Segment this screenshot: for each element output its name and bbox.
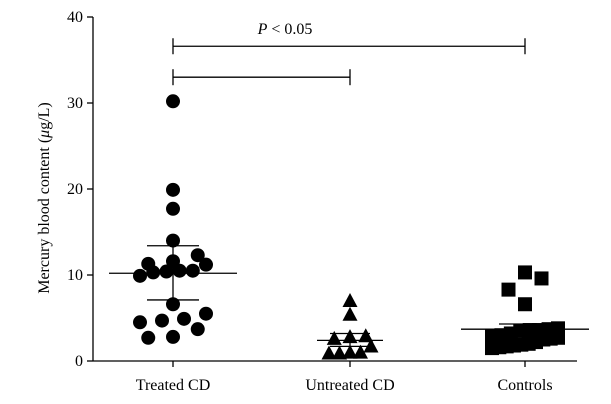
- data-point-square: [534, 271, 549, 286]
- data-point-triangle: [342, 306, 358, 321]
- data-point-circle: [155, 313, 169, 328]
- data-point-circle: [159, 264, 174, 279]
- data-point-circle: [172, 263, 187, 278]
- y-axis-title: Mercury blood content (μg/L): [36, 102, 53, 294]
- data-point-square: [518, 265, 532, 280]
- data-point-circle: [166, 329, 180, 344]
- p-value-label: P < 0.05: [257, 21, 313, 38]
- y-tick-label: 20: [67, 181, 83, 198]
- y-axis: 0 10 20 30 40: [67, 9, 94, 370]
- data-point-square: [501, 282, 516, 297]
- data-point-circle: [166, 297, 180, 312]
- x-tick-label: Treated CD: [136, 377, 211, 394]
- data-point-circle: [133, 268, 147, 283]
- y-tick-label: 10: [67, 267, 83, 284]
- data-point-triangle: [358, 328, 374, 343]
- y-tick-label: 0: [75, 353, 83, 370]
- data-point-circle: [166, 201, 180, 216]
- x-tick-label: Controls: [497, 377, 552, 394]
- x-axis: Treated CD Untreated CD Controls: [93, 360, 577, 394]
- data-point-triangle: [321, 345, 337, 360]
- data-point-triangle: [332, 345, 347, 360]
- data-point-square: [485, 341, 499, 356]
- data-point-square: [518, 297, 532, 312]
- data-point-triangle: [326, 330, 342, 345]
- data-point-circle: [199, 257, 213, 272]
- data-point-circle: [166, 94, 180, 109]
- data-point-circle: [190, 322, 205, 337]
- data-point-circle: [141, 330, 156, 345]
- data-point-square: [485, 329, 499, 344]
- x-tick-label: Untreated CD: [305, 377, 394, 394]
- data-point-triangle: [342, 344, 358, 359]
- data-point-triangle: [342, 292, 358, 307]
- data-point-circle: [190, 248, 205, 263]
- data-point-circle: [177, 311, 191, 326]
- plot-area: [109, 94, 589, 360]
- significance-annotations: P < 0.05: [172, 21, 526, 86]
- data-point-circle: [166, 182, 180, 197]
- y-tick-label: 30: [67, 95, 83, 112]
- y-tick-label: 40: [67, 9, 83, 26]
- data-point-circle: [166, 233, 180, 248]
- data-point-circle: [185, 263, 200, 278]
- data-point-circle: [199, 306, 213, 321]
- data-point-circle: [133, 315, 147, 330]
- data-point-triangle: [363, 338, 379, 353]
- data-point-triangle: [353, 344, 368, 359]
- data-point-circle: [146, 265, 161, 280]
